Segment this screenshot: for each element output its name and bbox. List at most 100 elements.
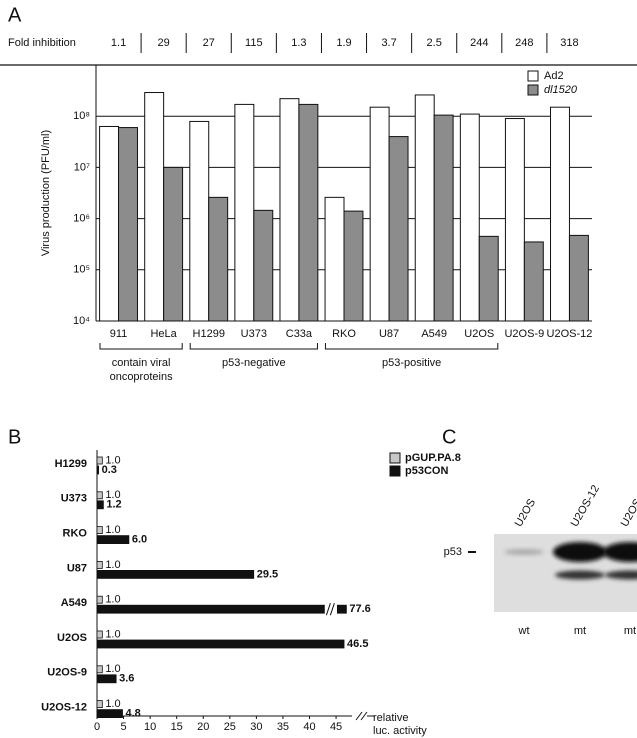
bar xyxy=(96,630,103,639)
y-tick-label: U87 xyxy=(67,562,87,574)
bar xyxy=(414,94,435,322)
value-label: 3.6 xyxy=(119,673,134,685)
blot-band xyxy=(504,549,544,555)
value-label: 1.0 xyxy=(105,594,120,606)
row-label: Fold inhibition xyxy=(8,37,76,49)
x-tick-label: H1299 xyxy=(193,328,225,340)
y-tick-label: U2OS-9 xyxy=(47,667,87,679)
x-tick-label: 25 xyxy=(224,721,236,733)
genotype-label: wt xyxy=(518,625,530,637)
bar xyxy=(96,535,130,544)
fold-value: 1.3 xyxy=(291,37,306,49)
group-bracket xyxy=(99,343,183,350)
value-label: 1.0 xyxy=(105,628,120,640)
bar xyxy=(234,103,255,322)
bar xyxy=(459,113,480,322)
group-bracket xyxy=(324,343,499,350)
value-label: 46.5 xyxy=(347,638,368,650)
bar xyxy=(163,166,184,322)
bar xyxy=(96,700,103,708)
lane-label: U2OS xyxy=(513,497,538,529)
bar xyxy=(568,234,589,322)
x-tick-label: 0 xyxy=(94,721,100,733)
legend-label: pGUP.PA.8 xyxy=(405,452,461,464)
bar xyxy=(96,709,123,718)
bar xyxy=(96,639,345,649)
x-tick-label: 35 xyxy=(277,721,289,733)
band-label: p53 xyxy=(444,546,462,558)
fold-value: 3.7 xyxy=(381,37,396,49)
fold-value: 115 xyxy=(245,37,263,49)
bar xyxy=(96,604,325,614)
x-tick-label: 15 xyxy=(171,721,183,733)
value-label: 1.0 xyxy=(105,698,120,710)
group-label: oncoproteins xyxy=(110,371,173,383)
value-label: 29.5 xyxy=(257,568,278,580)
bar xyxy=(96,665,103,674)
fold-value: 248 xyxy=(515,37,533,49)
legend-label: dl1520 xyxy=(544,84,578,96)
x-tick-label: 45 xyxy=(330,721,342,733)
fold-value: 27 xyxy=(203,37,215,49)
bar xyxy=(96,500,104,510)
x-tick-label: 20 xyxy=(197,721,209,733)
bar xyxy=(253,209,274,322)
bar xyxy=(96,561,103,569)
y-tick-label: U2OS xyxy=(57,632,87,644)
value-label: 6.0 xyxy=(132,534,147,546)
bar xyxy=(189,120,210,322)
x-axis-label: luc. activity xyxy=(373,725,427,737)
panel-letter: A xyxy=(8,4,22,26)
value-label: 1.0 xyxy=(105,663,120,675)
legend-swatch xyxy=(527,84,539,96)
value-label: 1.2 xyxy=(106,499,121,511)
group-bracket xyxy=(189,343,318,350)
bar xyxy=(388,136,409,322)
y-tick-label: U2OS-12 xyxy=(41,702,87,714)
legend-swatch xyxy=(389,452,401,464)
x-tick-label: U2OS-9 xyxy=(504,328,544,340)
group-label: contain viral xyxy=(112,357,171,369)
bar xyxy=(96,526,103,534)
value-label: 77.6 xyxy=(349,603,370,615)
lane-label: U2OS-9 xyxy=(619,489,637,529)
y-tick-label: U373 xyxy=(61,493,87,505)
bar xyxy=(433,114,454,322)
genotype-label: mt xyxy=(574,625,586,637)
x-tick-label: U2OS xyxy=(464,328,494,340)
bar xyxy=(144,92,165,322)
bar xyxy=(96,465,99,475)
fold-value: 2.5 xyxy=(427,37,442,49)
y-tick-label: H1299 xyxy=(55,458,87,470)
axis-break xyxy=(355,711,374,721)
value-label: 1.0 xyxy=(105,454,120,466)
bar-break xyxy=(325,603,335,616)
legend-swatch xyxy=(527,70,539,82)
blot-band xyxy=(555,570,605,580)
bar xyxy=(96,491,103,500)
legend-swatch xyxy=(389,465,401,477)
bar xyxy=(298,103,319,322)
bar xyxy=(523,241,544,322)
bar xyxy=(343,210,364,322)
x-tick-label: HeLa xyxy=(150,328,177,340)
panel-letter: B xyxy=(8,426,21,448)
x-tick-label: U87 xyxy=(379,328,399,340)
bar xyxy=(96,595,103,604)
blot-band xyxy=(603,542,637,562)
y-tick-label: 10⁸ xyxy=(73,110,90,122)
y-tick-label: A549 xyxy=(61,597,87,609)
fold-value: 29 xyxy=(158,37,170,49)
value-label: 1.0 xyxy=(105,559,120,571)
lane-label: U2OS-12 xyxy=(569,483,602,529)
x-tick-label: 30 xyxy=(250,721,262,733)
genotype-label: mt xyxy=(624,625,636,637)
x-tick-label: 40 xyxy=(303,721,315,733)
x-tick-label: C33a xyxy=(286,328,313,340)
bar xyxy=(96,570,255,579)
value-label: 0.3 xyxy=(102,464,117,476)
group-label: p53-positive xyxy=(382,357,441,369)
value-label: 1.0 xyxy=(105,524,120,536)
fold-value: 1.9 xyxy=(336,37,351,49)
